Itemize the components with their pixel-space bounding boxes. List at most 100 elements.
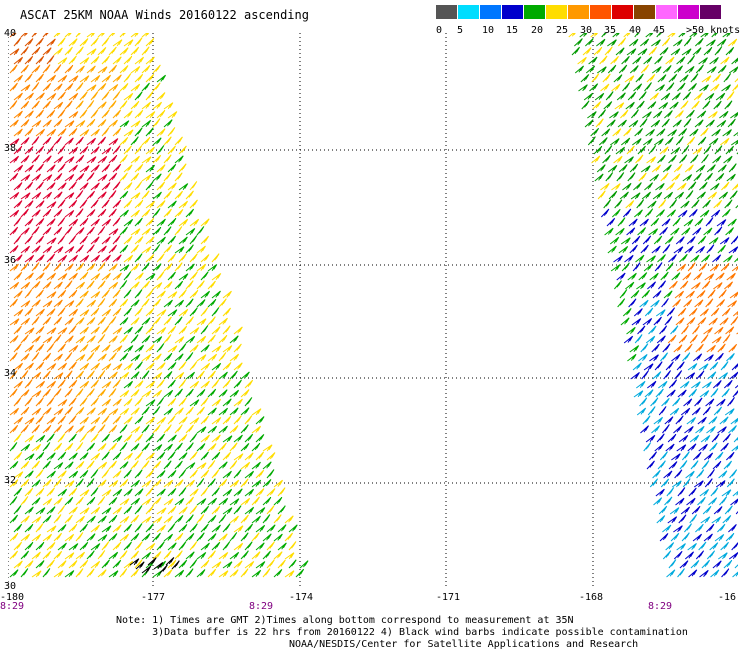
wind-barb <box>673 525 683 533</box>
wind-barb <box>163 316 172 326</box>
wind-barb <box>706 39 716 47</box>
wind-barb <box>691 407 701 416</box>
wind-barb <box>679 460 688 470</box>
wind-barb <box>640 64 650 74</box>
wind-barb <box>612 33 620 38</box>
wind-barb <box>123 307 132 317</box>
colorbar-swatch <box>524 5 546 19</box>
wind-barb <box>178 506 188 515</box>
wind-barb <box>46 38 56 47</box>
wind-barb <box>662 65 672 74</box>
wind-barb <box>46 291 57 299</box>
wind-barb <box>42 316 52 326</box>
wind-barb <box>57 560 67 569</box>
wind-barb <box>75 496 84 506</box>
wind-barb <box>699 390 710 398</box>
wind-barb <box>68 308 79 317</box>
wind-barb <box>244 488 255 497</box>
wind-barb <box>218 533 228 542</box>
wind-barb <box>112 235 121 245</box>
wind-barb <box>9 192 20 200</box>
wind-barb <box>31 120 42 128</box>
wind-barb <box>695 550 705 560</box>
wind-barb <box>578 84 588 92</box>
wind-barb <box>600 183 610 191</box>
wind-barb <box>152 406 161 416</box>
wind-barb <box>178 469 187 479</box>
wind-barb <box>200 325 209 335</box>
wind-barb <box>657 280 667 290</box>
wind-barb <box>685 290 695 299</box>
wind-barb <box>53 246 64 254</box>
wind-barb <box>75 335 86 344</box>
wind-barb <box>101 398 112 407</box>
wind-barb <box>57 433 66 443</box>
wind-barb <box>167 111 178 119</box>
wind-barb <box>651 39 661 47</box>
wind-barb <box>130 244 139 254</box>
wind-barb <box>167 145 176 155</box>
wind-barb <box>652 290 662 299</box>
wind-barb <box>185 479 195 488</box>
wind-barb <box>671 92 681 101</box>
wind-barb <box>53 191 63 200</box>
wind-barb <box>636 407 647 416</box>
wind-barb <box>53 316 63 326</box>
wind-barb <box>655 182 665 191</box>
wind-barb <box>707 191 718 200</box>
wind-barb <box>207 515 217 524</box>
wind-barb <box>684 65 695 74</box>
wind-barb <box>732 389 738 398</box>
wind-barb <box>675 415 684 425</box>
wind-barb <box>167 397 177 407</box>
wind-barb <box>682 272 692 281</box>
wind-barb <box>189 181 198 191</box>
wind-barb <box>68 92 79 101</box>
wind-barb <box>200 542 210 551</box>
wind-barb <box>86 156 97 164</box>
wind-barb <box>670 532 680 542</box>
wind-barb <box>255 507 266 515</box>
wind-barb <box>31 299 41 308</box>
wind-barb <box>646 255 656 263</box>
wind-barb <box>713 100 722 110</box>
wind-barb <box>152 444 163 452</box>
wind-barb <box>689 334 698 344</box>
wind-barb <box>141 516 152 524</box>
wind-barb <box>119 298 129 308</box>
wind-barb <box>185 462 196 470</box>
wind-barb <box>31 65 41 74</box>
wind-barb <box>673 550 683 560</box>
wind-barb <box>623 335 634 344</box>
wind-barb <box>196 462 207 470</box>
wind-barb <box>156 181 166 191</box>
wind-barb <box>687 363 698 371</box>
wind-barb <box>174 460 183 470</box>
wind-barb <box>718 289 727 299</box>
wind-barb <box>185 228 196 236</box>
wind-barb <box>141 335 151 344</box>
wind-barb <box>299 560 309 569</box>
wind-barb <box>640 38 650 47</box>
wind-barb <box>86 244 95 254</box>
wind-barb <box>720 262 730 272</box>
wind-barb <box>64 335 74 344</box>
wind-barb <box>643 56 653 65</box>
wind-barb <box>174 479 184 488</box>
wind-barb <box>141 565 152 574</box>
wind-barb <box>35 487 45 497</box>
wind-barb <box>20 496 29 506</box>
longitude-tick-label: -16 <box>718 592 737 603</box>
wind-barb <box>119 136 129 146</box>
wind-barb <box>729 291 738 299</box>
wind-barb <box>134 199 144 209</box>
wind-barb <box>35 560 45 569</box>
wind-barb <box>20 568 29 578</box>
wind-barb <box>218 425 228 434</box>
wind-barb <box>167 217 177 227</box>
wind-barb <box>141 174 152 182</box>
wind-barb <box>167 451 176 461</box>
wind-barb <box>112 559 122 569</box>
wind-barb <box>53 173 63 182</box>
wind-barb <box>207 370 216 380</box>
